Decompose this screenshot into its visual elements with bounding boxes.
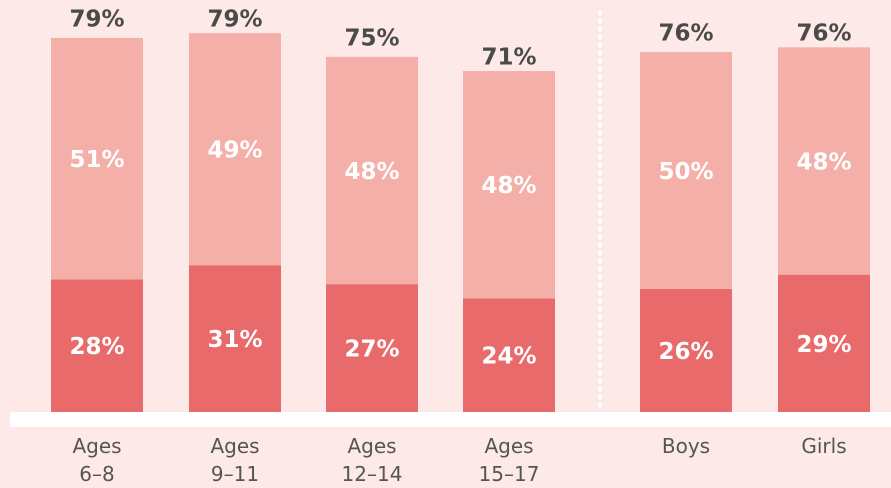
x-tick-label: Ages 9–11 bbox=[210, 434, 260, 486]
total-label: 75% bbox=[344, 25, 399, 51]
baseline-strip bbox=[10, 412, 891, 427]
segment-label: 24% bbox=[481, 344, 536, 370]
bar-segment bbox=[640, 288, 732, 412]
segment-label: 26% bbox=[658, 339, 713, 365]
x-tick-label: Ages 12–14 bbox=[341, 434, 403, 486]
bar-segment bbox=[463, 71, 555, 299]
x-tick-label: Boys bbox=[661, 434, 711, 458]
segment-label: 28% bbox=[69, 334, 124, 360]
total-label: 79% bbox=[207, 6, 262, 32]
segment-label: 50% bbox=[658, 159, 713, 185]
x-tick-label: Girls bbox=[801, 434, 847, 458]
bar-segment bbox=[189, 265, 281, 412]
bar-segment bbox=[778, 274, 870, 412]
segment-label: 29% bbox=[796, 332, 851, 358]
segment-label: 48% bbox=[796, 150, 851, 176]
x-tick-label: Ages 6–8 bbox=[72, 434, 122, 486]
segment-label: 48% bbox=[481, 173, 536, 199]
bar-segment bbox=[463, 298, 555, 412]
segment-label: 49% bbox=[207, 138, 262, 164]
bar-segment bbox=[51, 37, 143, 280]
segment-label: 27% bbox=[344, 337, 399, 363]
bar-segment bbox=[189, 33, 281, 266]
total-label: 79% bbox=[69, 6, 124, 32]
bar-segment bbox=[326, 284, 418, 412]
bar-segment bbox=[51, 279, 143, 412]
total-label: 71% bbox=[481, 44, 536, 70]
x-tick-label: Ages 15–17 bbox=[478, 434, 540, 486]
bar-segment bbox=[778, 47, 870, 275]
segment-label: 51% bbox=[69, 147, 124, 173]
total-label: 76% bbox=[796, 21, 851, 47]
segment-label: 31% bbox=[207, 327, 262, 353]
total-label: 76% bbox=[658, 21, 713, 47]
segment-label: 48% bbox=[344, 159, 399, 185]
bar-segment bbox=[640, 52, 732, 289]
bar-segment bbox=[326, 56, 418, 285]
